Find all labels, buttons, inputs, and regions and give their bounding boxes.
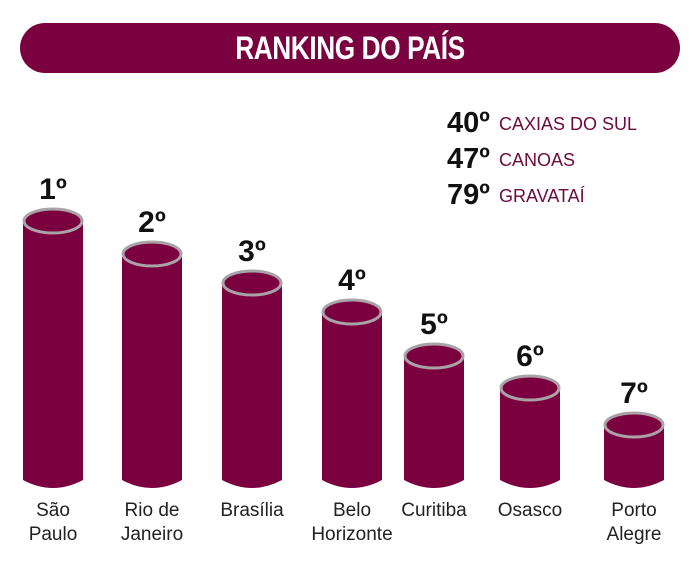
rank-label: 3º: [238, 235, 266, 268]
city-label-line: Horizonte: [311, 524, 392, 545]
legend-city: GRAVATAÍ: [499, 186, 585, 206]
bar-1: 1º São Paulo: [22, 173, 84, 545]
city-label: Porto Alegre: [607, 500, 662, 545]
legend-rank: 40º: [447, 107, 490, 139]
city-label-line: Brasília: [220, 500, 284, 521]
cylinder-top: [603, 411, 665, 439]
city-label-line: Belo: [333, 500, 371, 521]
legend-city: CAXIAS DO SUL: [499, 114, 637, 134]
cylinder-top: [403, 342, 465, 370]
city-label-line: Porto: [611, 500, 656, 521]
rank-label: 1º: [39, 173, 67, 206]
cylinder-body: [23, 221, 83, 488]
cylinder-top: [221, 269, 283, 297]
legend: 40º CAXIAS DO SUL 47º CANOAS 79º GRAVATAÍ: [447, 107, 637, 211]
cylinder-body: [404, 356, 464, 488]
cylinder-body: [500, 388, 560, 488]
chart-title: RANKING DO PAÍS: [235, 29, 465, 66]
rank-label: 5º: [420, 308, 448, 341]
city-label-line: São: [36, 500, 70, 521]
cylinder-top: [321, 298, 383, 326]
rank-label: 6º: [516, 340, 544, 373]
city-label: Brasília: [220, 500, 284, 521]
cylinder-body: [122, 254, 182, 488]
cylinder-body: [222, 283, 282, 488]
title-banner: RANKING DO PAÍS: [20, 23, 680, 73]
rank-label: 2º: [138, 206, 166, 239]
city-label-line: Osasco: [498, 500, 562, 521]
city-label: Belo Horizonte: [311, 500, 392, 545]
bar-5: 5º Curitiba: [401, 308, 467, 521]
city-label-line: Paulo: [29, 524, 78, 545]
cylinder-top: [121, 240, 183, 268]
bar-7: 7º Porto Alegre: [603, 377, 665, 545]
city-label-line: Alegre: [607, 524, 662, 545]
city-label-line: Curitiba: [401, 500, 467, 521]
bar-3: 3º Brasília: [220, 235, 284, 521]
rank-label: 7º: [620, 377, 648, 410]
city-label: Rio de Janeiro: [121, 500, 183, 545]
cylinder-top: [499, 374, 561, 402]
cylinder-body: [604, 425, 664, 488]
rank-label: 4º: [338, 264, 366, 297]
legend-rank: 47º: [447, 143, 490, 175]
city-label: Curitiba: [401, 500, 467, 521]
city-label: Osasco: [498, 500, 562, 521]
bar-6: 6º Osasco: [498, 340, 562, 521]
city-label-line: Janeiro: [121, 524, 183, 545]
legend-rank: 79º: [447, 179, 490, 211]
bar-2: 2º Rio de Janeiro: [121, 206, 183, 545]
cylinder-top: [22, 207, 84, 235]
city-label: São Paulo: [29, 500, 78, 545]
cylinder-body: [322, 312, 382, 488]
legend-city: CANOAS: [499, 150, 575, 170]
bar-4: 4º Belo Horizonte: [311, 264, 392, 545]
city-label-line: Rio de: [125, 500, 180, 521]
